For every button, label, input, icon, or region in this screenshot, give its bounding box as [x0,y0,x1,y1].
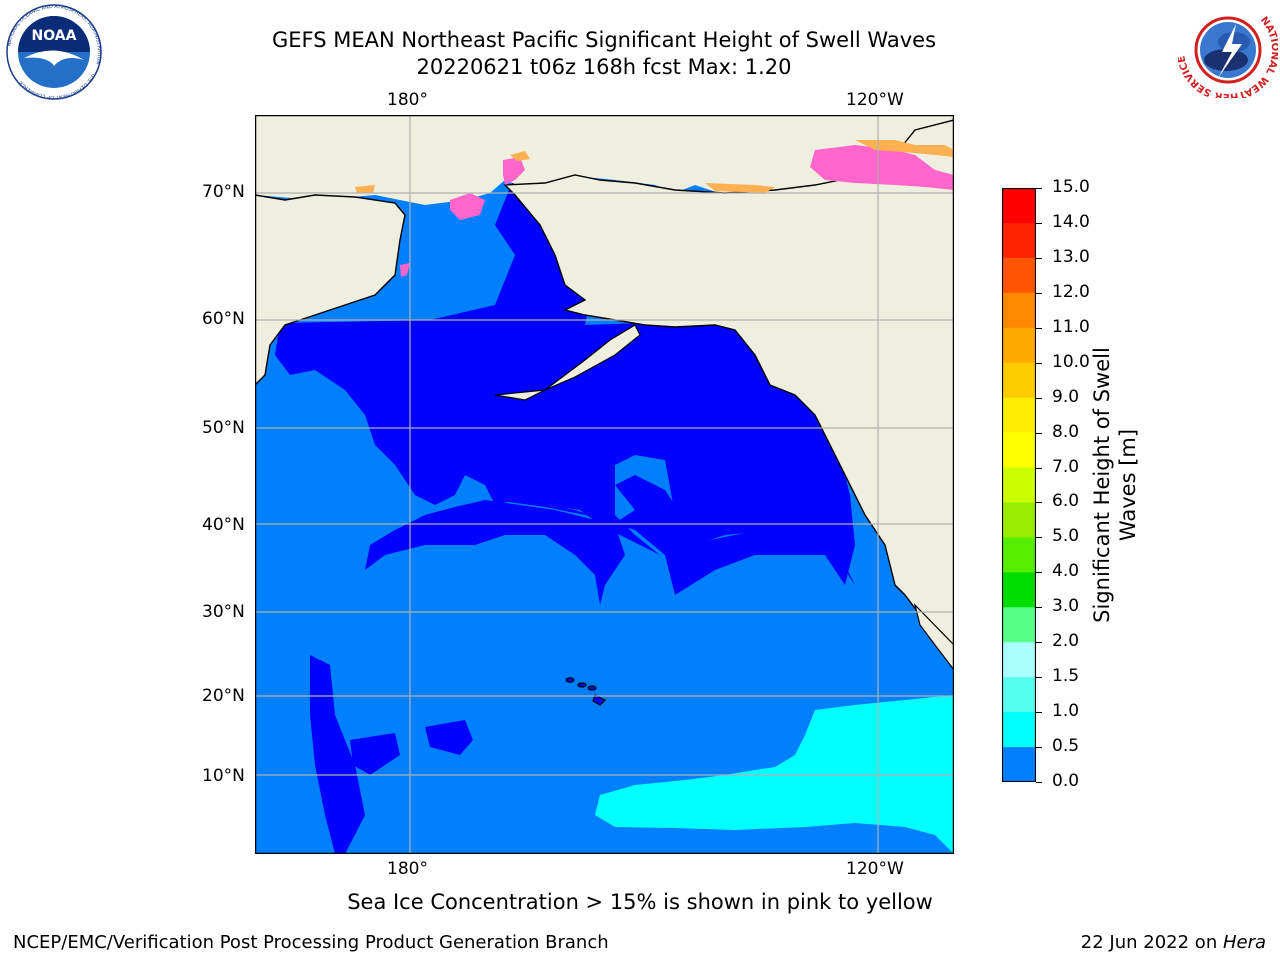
lon-tick-top-180: 180° [387,90,428,110]
colorbar-tick-mark [1036,222,1042,224]
colorbar-segment [1002,642,1036,678]
colorbar-tick-mark [1036,782,1042,783]
footer-date: 22 Jun 2022 on Hera [1081,932,1266,953]
lat-tick-40n: 40°N [202,515,245,535]
colorbar-tick-mark [1036,607,1042,609]
colorbar-title: Significant Height of Swell Waves [m] [1090,347,1140,623]
colorbar-segment [1002,537,1036,573]
land-siberia [255,115,954,205]
colorbar-tick-mark [1036,677,1042,679]
map-title: GEFS MEAN Northeast Pacific Significant … [271,28,937,52]
noaa-logo: NOAA NATIONAL OCEANIC AND ATMOSPHERIC AD… [6,4,102,100]
colorbar-tick-mark [1036,712,1042,714]
lon-tick-bottom-120w: 120°W [846,859,904,879]
colorbar-tick-label: 13.0 [1052,246,1090,267]
colorbar-tick-label: 6.0 [1052,491,1080,512]
swell-band-low-islet [425,720,473,755]
colorbar-tick-label: 1.0 [1052,701,1080,722]
colorbar-tick-mark [1036,188,1042,189]
lat-tick-20n: 20°N [202,686,245,706]
colorbar-segment [1002,292,1036,329]
swell-band-low-west [495,475,855,595]
colorbar-tick-label: 11.0 [1052,316,1090,337]
colorbar [1002,188,1036,782]
colorbar-tick-label: 5.0 [1052,526,1080,547]
colorbar-tick-mark [1036,467,1042,469]
colorbar-tick-mark [1036,747,1042,749]
sea-ice-areas [355,140,954,277]
sea-ice-chukchi [503,157,525,185]
colorbar-tick-label: 10.0 [1052,351,1090,372]
colorbar-tick-mark [1036,572,1042,574]
colorbar-segment [1002,712,1036,748]
lat-tick-30n: 30°N [202,602,245,622]
colorbar-tick-label: 14.0 [1052,211,1090,232]
colorbar-tick-mark [1036,257,1042,259]
map-frame [255,115,954,854]
colorbar-tick-mark [1036,362,1042,364]
colorbar-segment [1002,327,1036,364]
lon-tick-bottom-180: 180° [387,859,428,879]
sea-ice-west [355,185,375,193]
colorbar-segment [1002,572,1036,608]
sea-ice-chukchi-2 [450,193,485,220]
colorbar-tick-mark [1036,642,1042,644]
colorbar-segment [1002,188,1036,224]
lat-tick-50n: 50°N [202,418,245,438]
sea-ice-north [510,151,530,161]
colorbar-tick-label: 7.0 [1052,456,1080,477]
sea-ice-east-edge [855,140,954,157]
swell-band-low-southwest [310,655,365,854]
colorbar-segment [1002,502,1036,538]
swell-band-low-south-tongue [365,500,625,605]
lat-tick-70n: 70°N [202,182,245,202]
colorbar-segment [1002,607,1036,643]
colorbar-tick-label: 0.5 [1052,736,1080,757]
ocean-map [255,115,954,854]
colorbar-tick-label: 1.5 [1052,666,1080,687]
colorbar-tick-label: 2.0 [1052,631,1080,652]
sea-ice-note: Sea Ice Concentration > 15% is shown in … [347,890,933,914]
sea-ice-bering [400,263,410,277]
nws-logo: NATIONAL WEATHER SERVICE [1178,3,1278,98]
colorbar-segment [1002,747,1036,782]
colorbar-tick-label: 4.0 [1052,561,1080,582]
colorbar-tick-label: 12.0 [1052,281,1090,302]
land-alaska-peninsula [494,324,641,401]
colorbar-segment [1002,432,1036,469]
lon-tick-top-120w: 120°W [846,90,904,110]
lat-tick-10n: 10°N [202,766,245,786]
sea-ice-east [810,145,954,190]
graticule [255,115,954,854]
hawaii-islands [565,677,607,706]
colorbar-tick-mark [1036,502,1042,504]
colorbar-segment [1002,222,1036,259]
colorbar-tick-mark [1036,432,1042,434]
footer-org: NCEP/EMC/Verification Post Processing Pr… [13,932,609,953]
colorbar-segment [1002,677,1036,713]
noaa-abbrev: NOAA [32,28,77,44]
land-chukotka [255,194,406,386]
lat-tick-60n: 60°N [202,309,245,329]
colorbar-segment [1002,397,1036,434]
colorbar-segment [1002,257,1036,294]
colorbar-tick-mark [1036,537,1042,539]
colorbar-tick-label: 8.0 [1052,421,1080,442]
colorbar-tick-label: 3.0 [1052,596,1080,617]
map-subtitle: 20220621 t06z 168h fcst Max: 1.20 [416,55,792,79]
colorbar-tick-mark [1036,327,1042,329]
colorbar-tick-mark [1036,397,1042,399]
colorbar-tick-label: 0.0 [1052,771,1080,791]
colorbar-tick-mark [1036,292,1042,294]
colorbar-segment [1002,467,1036,503]
colorbar-segment [1002,362,1036,399]
footer-machine: Hera [1222,932,1266,953]
footer-date-text: 22 Jun 2022 on [1080,932,1223,953]
swell-band-low-islet2 [350,733,400,775]
colorbar-tick-label: 9.0 [1052,386,1080,407]
land-baja [913,602,954,671]
sea-ice-beaufort [705,183,775,193]
colorbar-tick-label: 15.0 [1052,177,1090,197]
